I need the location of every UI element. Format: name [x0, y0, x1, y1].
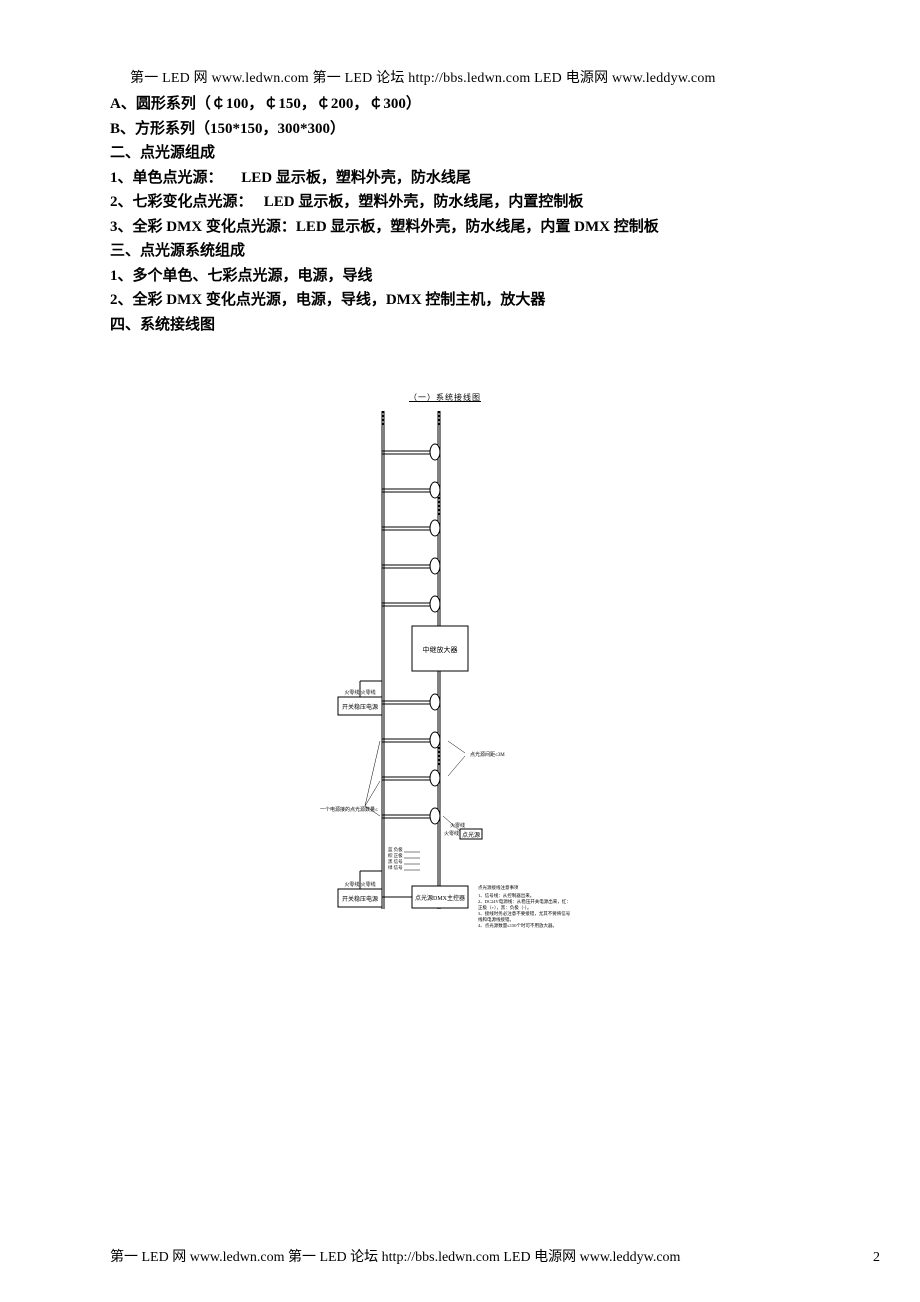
- page-number: 2: [873, 1250, 880, 1266]
- diagram-title: （一）系统接线图: [320, 392, 570, 403]
- text-line-2-1: 1、单色点光源： LED 显示板，塑料外壳，防水线尾: [110, 167, 810, 190]
- text-line-2-3: 3、全彩 DMX 变化点光源：LED 显示板，塑料外壳，防水线尾，内置 DMX …: [110, 216, 810, 239]
- notes-title: 点光源接线注意事项: [478, 884, 519, 891]
- notes-5: 线和电源线接错。: [478, 916, 514, 923]
- psu1-label: 开关稳压电源: [342, 703, 378, 711]
- svg-text:绿 信号: 绿 信号: [388, 864, 403, 871]
- light-bot-label: 火零线: [444, 830, 459, 837]
- text-line-3-1: 1、多个单色、七彩点光源，电源，导线: [110, 265, 810, 288]
- page-footer: 第一 LED 网 www.ledwn.com 第一 LED 论坛 http://…: [110, 1246, 680, 1266]
- wiring-diagram: （一）系统接线图 中继放大器 火零线 火零线 开关稳压电: [320, 392, 570, 976]
- notes-2: 2、DC24V电源线：从稳压开关电源出来，红：: [478, 898, 570, 905]
- notes-3: 正极（+），黑：负极（-）。: [478, 904, 532, 911]
- controller-label: 点光源DMX主控器: [415, 894, 465, 902]
- psu2-label: 开关稳压电源: [342, 895, 378, 903]
- light-top-label: 火零线: [450, 822, 465, 829]
- notes-1: 1、信号线：从控制器出来。: [478, 892, 534, 899]
- text-line-a: A、圆形系列（￠100，￠150，￠200，￠300）: [110, 93, 810, 116]
- spacing-note: 点光源间距≤3M: [470, 751, 505, 758]
- text-line-2-2: 2、七彩变化点光源： LED 显示板，塑料外壳，防水线尾，内置控制板: [110, 191, 810, 214]
- page-header: 第一 LED 网 www.ledwn.com 第一 LED 论坛 http://…: [110, 67, 810, 87]
- notes-4: 3、接线时务必注意不要接错，尤其不要将信号: [478, 910, 570, 917]
- psu2-line-label: 火零线 火零线: [344, 881, 375, 888]
- notes-6: 4、点光源数量≤150个时可不用放大器。: [478, 922, 557, 929]
- amplifier-label: 中继放大器: [423, 645, 458, 654]
- light-source-label: 点光源: [462, 831, 480, 839]
- text-line-3-2: 2、全彩 DMX 变化点光源，电源，导线，DMX 控制主机，放大器: [110, 289, 810, 312]
- text-line-b: B、方形系列（150*150，300*300）: [110, 118, 810, 141]
- text-line-3: 三、点光源系统组成: [110, 240, 810, 263]
- text-line-4: 四、系统接线图: [110, 314, 810, 337]
- svg-text:黑 信号: 黑 信号: [388, 858, 403, 865]
- text-line-2: 二、点光源组成: [110, 142, 810, 165]
- diagram-svg: 中继放大器 火零线 火零线 开关稳压电源 点光源间距≤3M 一个电源接的点光源数…: [320, 411, 570, 971]
- leader-note: 一个电源接的点光源数量≤: [320, 806, 378, 813]
- svg-text:棕 正极: 棕 正极: [388, 852, 403, 859]
- svg-text:蓝 负极: 蓝 负极: [388, 846, 403, 853]
